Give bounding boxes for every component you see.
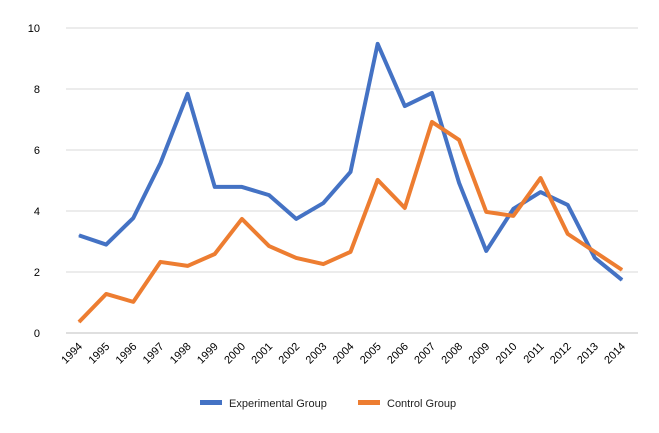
data-point [431,121,433,123]
data-point [105,293,107,295]
x-tick-label: 2005 [358,341,384,367]
y-tick-label: 10 [28,23,40,35]
x-tick-label: 2009 [467,341,493,367]
legend-label: Experimental Group [229,398,327,410]
data-point [187,265,189,267]
data-point [567,233,569,235]
x-tick-label: 1998 [168,341,194,367]
data-point [78,234,80,236]
data-point [159,162,161,164]
data-point [512,208,514,210]
x-tick-label: 1996 [114,341,140,367]
data-point [404,105,406,107]
x-tick-label: 1995 [86,341,112,367]
data-point [621,279,623,281]
series-line-experimental-group [78,41,624,282]
data-point [458,182,460,184]
data-point [377,179,379,181]
data-point [105,244,107,246]
y-axis-ticks: 0 2 4 6 8 10 [28,23,40,340]
x-tick-label: 2013 [575,341,601,367]
data-point [594,257,596,259]
legend: Experimental Group Control Group [200,398,456,410]
x-tick-label: 2001 [249,341,275,367]
series-line-control-group [77,119,624,324]
data-point [458,139,460,141]
data-point [295,218,297,220]
x-tick-label: 2007 [412,341,438,367]
data-point [540,191,542,193]
data-point [159,261,161,263]
data-point [214,253,216,255]
x-tick-label: 2006 [385,341,411,367]
y-tick-label: 2 [34,267,40,279]
x-tick-label: 2010 [494,341,520,367]
x-tick-label: 1994 [59,341,85,367]
data-point [350,171,351,173]
y-tick-label: 6 [34,145,40,157]
data-point [268,245,270,247]
x-tick-label: 2011 [521,341,546,366]
x-tick-label: 2004 [331,341,357,367]
data-point [241,218,243,220]
legend-swatch [358,400,380,405]
data-point [377,43,379,45]
data-point [322,202,324,204]
x-tick-label: 1999 [195,341,221,367]
y-tick-label: 4 [34,206,40,218]
data-point [594,251,596,253]
y-tick-label: 8 [34,84,40,96]
data-point [621,269,623,271]
legend-label: Control Group [387,398,456,410]
data-point [214,186,216,188]
data-point [78,321,80,323]
data-point [132,301,134,303]
x-tick-label: 2008 [439,341,465,367]
data-point [187,93,189,95]
x-tick-label: 2014 [602,341,628,367]
data-point [404,207,406,209]
data-point [485,211,487,213]
x-tick-label: 2000 [222,341,248,367]
data-point [295,257,297,259]
data-point [268,194,270,196]
data-point [540,177,542,179]
data-point [132,217,134,219]
data-point [485,250,487,252]
data-point [567,204,569,206]
x-tick-label: 2002 [277,341,303,367]
data-point [241,186,243,188]
x-tick-label: 2012 [548,341,574,367]
y-tick-label: 0 [34,328,40,340]
data-point [512,215,514,217]
data-point [322,263,324,265]
data-point [431,92,433,94]
gridlines [66,27,638,334]
x-tick-label: 2003 [304,341,330,367]
legend-swatch [200,400,222,405]
data-point [350,251,351,253]
x-tick-label: 1997 [141,341,167,367]
series-lines [77,41,624,324]
x-axis-ticks: 1994 1995 1996 1997 1998 1999 2000 2001 2002 2003… [59,341,628,367]
